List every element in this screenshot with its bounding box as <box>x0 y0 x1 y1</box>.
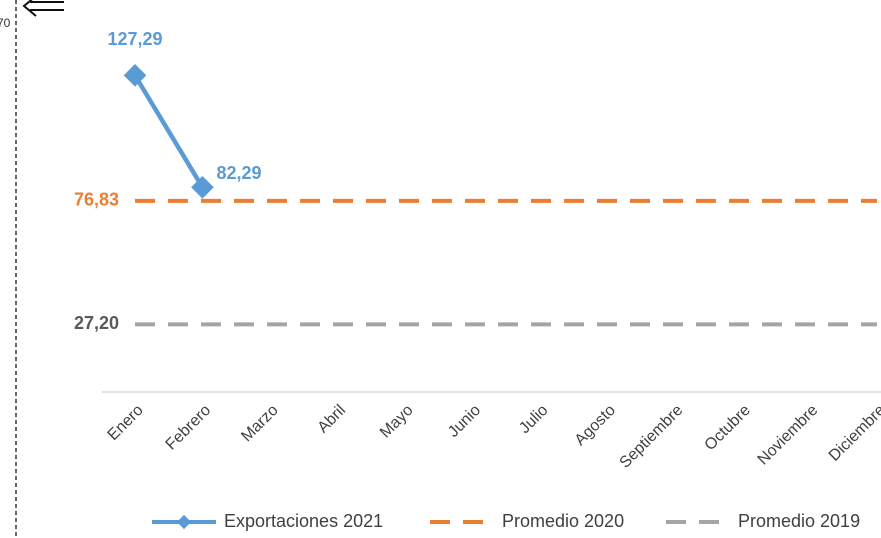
legend-label: Promedio 2020 <box>502 511 624 531</box>
marker <box>123 64 147 87</box>
side-label: 70 <box>0 16 11 30</box>
data-label: 76,83 <box>74 190 119 210</box>
series-line <box>133 74 205 189</box>
legend-marker <box>176 514 192 530</box>
arrow-icon <box>22 0 64 17</box>
data-label: 27,20 <box>74 313 119 333</box>
legend-label: Promedio 2019 <box>738 511 860 531</box>
data-label: 127,29 <box>107 29 162 49</box>
data-label: 82,29 <box>216 163 261 183</box>
legend-label: Exportaciones 2021 <box>224 511 383 531</box>
